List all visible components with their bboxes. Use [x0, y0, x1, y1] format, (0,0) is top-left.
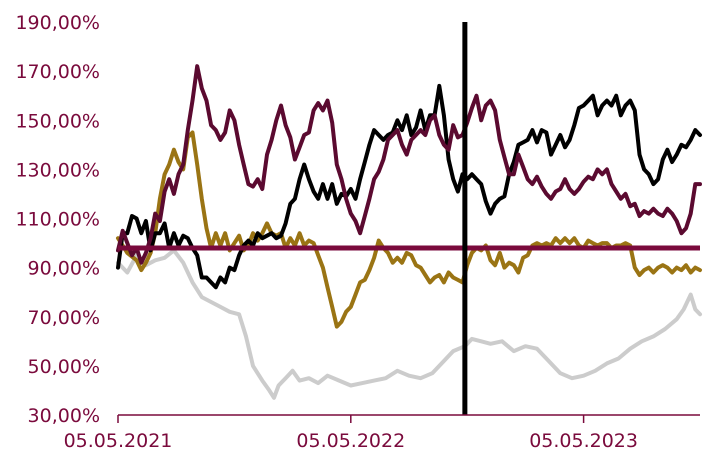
x-tick-label: 05.05.2021 — [64, 430, 173, 452]
series-line-1 — [116, 248, 702, 400]
series-line-3 — [116, 83, 702, 290]
x-tick-label: 05.05.2023 — [529, 430, 638, 452]
series-layer — [116, 64, 702, 400]
y-tick-label: 150,00% — [15, 110, 100, 132]
series-line-2 — [116, 130, 702, 329]
x-tick-label: 05.05.2022 — [296, 430, 405, 452]
series-line-4 — [116, 64, 702, 265]
x-axis-ticks: 05.05.2021 05.05.2022 05.05.2023 — [64, 415, 638, 452]
y-tick-label: 110,00% — [15, 209, 100, 231]
y-tick-label: 70,00% — [28, 307, 100, 329]
y-axis-tick-labels: 30,00% 50,00% 70,00% 90,00% 110,00% 130,00% 15… — [15, 12, 100, 427]
y-tick-label: 30,00% — [28, 405, 100, 427]
y-tick-label: 190,00% — [15, 12, 100, 34]
y-tick-label: 130,00% — [15, 159, 100, 181]
y-tick-label: 90,00% — [28, 258, 100, 280]
y-tick-label: 50,00% — [28, 356, 100, 378]
y-tick-label: 170,00% — [15, 61, 100, 83]
plot-area — [116, 22, 702, 415]
